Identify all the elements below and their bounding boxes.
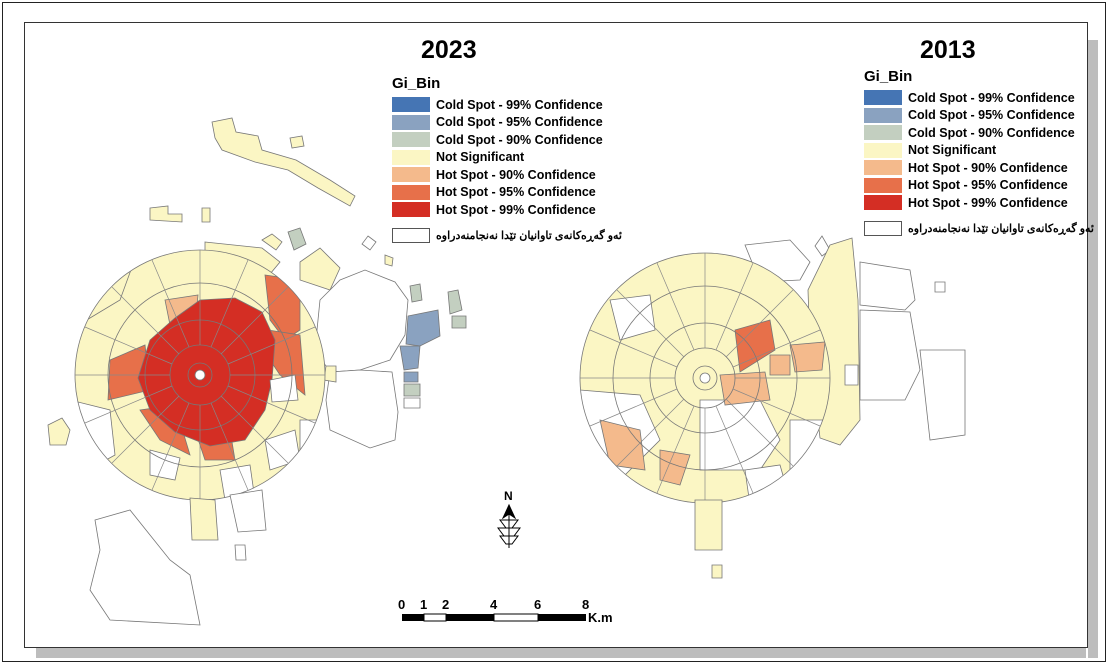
district-cold95-3: [404, 372, 418, 382]
district-2013-east-tiny: [845, 365, 858, 385]
legend-swatch: [864, 90, 902, 105]
district-north-small: [290, 136, 304, 148]
district-2013-ne-tiny: [935, 282, 945, 292]
district-cold95-2: [400, 346, 420, 370]
legend-item: Not Significant: [864, 142, 1094, 160]
legend-label: ئەو گەڕەکانەی تاوانیان تێدا نەنجامنەدراو…: [908, 222, 1094, 235]
legend-swatch: [864, 143, 902, 158]
scale-tick: 6: [534, 597, 541, 612]
legend-item: Cold Spot - 95% Confidence: [392, 114, 622, 132]
legend-swatch: [392, 202, 430, 217]
legend-swatch: [392, 132, 430, 147]
district-west-small-2: [202, 208, 210, 222]
legend-item: Hot Spot - 90% Confidence: [392, 166, 622, 184]
legend-label: Cold Spot - 90% Confidence: [436, 133, 603, 147]
legend-item: Cold Spot - 90% Confidence: [864, 124, 1094, 142]
legend-2023: Gi_Bin Cold Spot - 99% Confidence Cold S…: [392, 75, 622, 244]
north-arrow-icon: [498, 505, 520, 548]
legend-swatch: [864, 108, 902, 123]
district-south-tiny: [235, 545, 246, 560]
legend-item: Hot Spot - 99% Confidence: [392, 201, 622, 219]
district-2013-south: [695, 500, 722, 550]
map-title-2013: 2013: [920, 36, 976, 65]
legend-label: Cold Spot - 95% Confidence: [436, 115, 603, 129]
legend-label: Hot Spot - 95% Confidence: [908, 178, 1068, 192]
legend-item: Hot Spot - 99% Confidence: [864, 194, 1094, 212]
district-south-2: [230, 490, 266, 532]
district-east-tiny: [324, 366, 336, 382]
district-2013-ne: [860, 262, 915, 310]
scale-tick: 4: [490, 597, 497, 612]
map-2013: [575, 236, 965, 578]
legend-item: Cold Spot - 99% Confidence: [864, 89, 1094, 107]
legend-item-nodata: ئەو گەڕەکانەی تاوانیان تێدا نەنجامنەدراو…: [864, 220, 1094, 238]
legend-item: Hot Spot - 95% Confidence: [864, 177, 1094, 195]
legend-label: Hot Spot - 99% Confidence: [436, 203, 596, 217]
scale-bar: [402, 614, 586, 621]
legend-label: ئەو گەڕەکانەی تاوانیان تێدا نەنجامنەدراو…: [436, 229, 622, 242]
legend-title: Gi_Bin: [392, 75, 622, 92]
district-2013-east: [860, 310, 920, 400]
legend-swatch: [392, 167, 430, 182]
district-north-arc: [212, 118, 355, 206]
legend-item: Cold Spot - 95% Confidence: [864, 107, 1094, 125]
map-title-2023: 2023: [421, 36, 477, 65]
legend-title: Gi_Bin: [864, 68, 1094, 85]
legend-label: Cold Spot - 90% Confidence: [908, 126, 1075, 140]
district-north-tiny: [262, 234, 282, 250]
legend-item: Cold Spot - 90% Confidence: [392, 131, 622, 149]
legend-label: Cold Spot - 99% Confidence: [436, 98, 603, 112]
legend-label: Hot Spot - 90% Confidence: [908, 161, 1068, 175]
district-nodata-ne: [362, 236, 376, 250]
north-label: N: [504, 489, 513, 503]
district-cold90-4: [404, 384, 420, 396]
legend-label: Cold Spot - 95% Confidence: [908, 108, 1075, 122]
legend-swatch: [864, 195, 902, 210]
legend-swatch: [864, 160, 902, 175]
legend-swatch: [392, 150, 430, 165]
district-east-south: [326, 370, 398, 448]
scale-unit: K.m: [588, 610, 613, 625]
scale-tick: 1: [420, 597, 427, 612]
district-ne-1: [300, 248, 340, 290]
district-west-small-1: [150, 206, 182, 222]
legend-item: Hot Spot - 95% Confidence: [392, 184, 622, 202]
scale-tick: 2: [442, 597, 449, 612]
scale-tick: 0: [398, 597, 405, 612]
legend-item: Not Significant: [392, 149, 622, 167]
legend-item: Hot Spot - 90% Confidence: [864, 159, 1094, 177]
legend-swatch: [864, 221, 902, 236]
district-cold90-3: [452, 316, 466, 328]
legend-label: Hot Spot - 90% Confidence: [436, 168, 596, 182]
legend-item: Cold Spot - 99% Confidence: [392, 96, 622, 114]
legend-label: Hot Spot - 99% Confidence: [908, 196, 1068, 210]
district-2013-east-strip: [920, 350, 965, 440]
district-southwest-large: [90, 510, 200, 625]
legend-swatch: [864, 125, 902, 140]
legend-item-nodata: ئەو گەڕەکانەی تاوانیان تێدا نەنجامنەدراو…: [392, 227, 622, 245]
district-cold90-1: [410, 284, 422, 302]
legend-2013: Gi_Bin Cold Spot - 99% Confidence Cold S…: [864, 68, 1094, 237]
district-cold90-2: [448, 290, 462, 314]
legend-label: Cold Spot - 99% Confidence: [908, 91, 1075, 105]
district-ne-tiny: [385, 255, 393, 266]
district-south-1: [190, 498, 218, 540]
district-2013-south-tiny: [712, 565, 722, 578]
legend-swatch: [392, 228, 430, 243]
district-cold95-1: [406, 310, 440, 346]
legend-label: Not Significant: [436, 150, 524, 164]
legend-swatch: [392, 97, 430, 112]
district-east-strip: [404, 398, 420, 408]
district-cold90-north: [288, 228, 306, 250]
district-west-island: [48, 418, 70, 445]
legend-label: Not Significant: [908, 143, 996, 157]
legend-label: Hot Spot - 95% Confidence: [436, 185, 596, 199]
legend-swatch: [392, 115, 430, 130]
legend-swatch: [392, 185, 430, 200]
legend-swatch: [864, 178, 902, 193]
